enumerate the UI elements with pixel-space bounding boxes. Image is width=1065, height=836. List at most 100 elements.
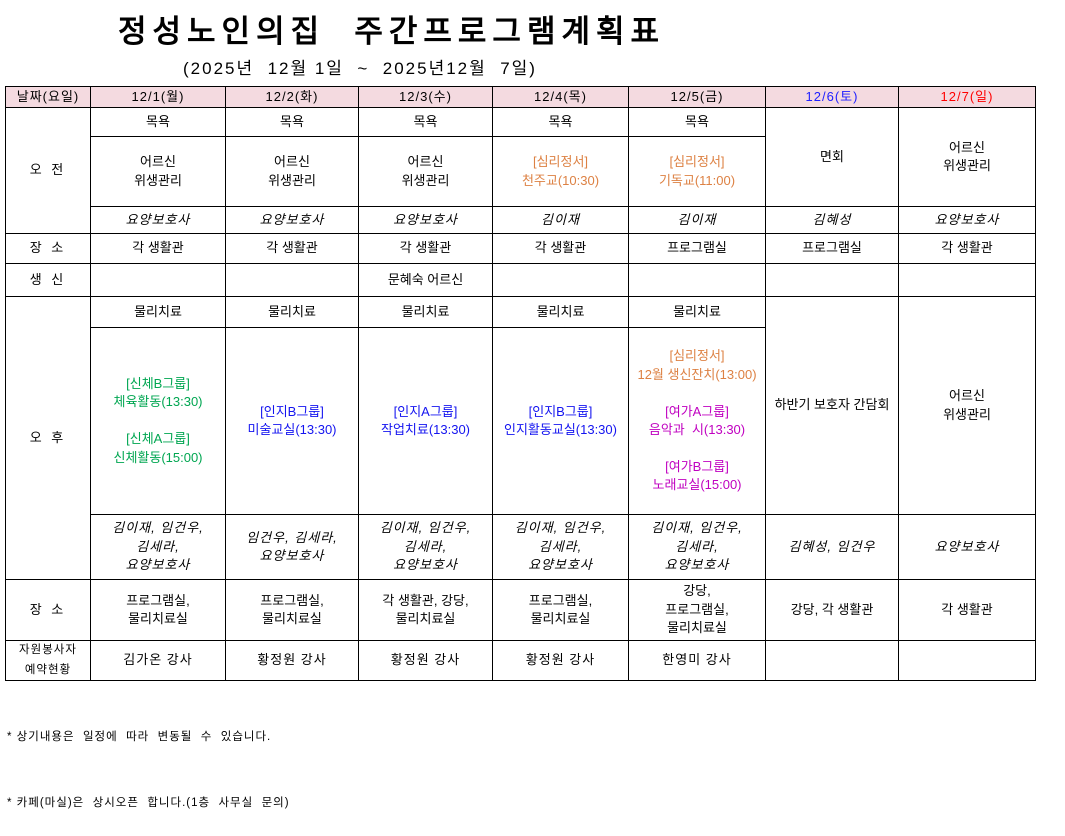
cell-text: 목욕: [413, 113, 438, 129]
cell-text: 각 생활관, 강당,: [382, 592, 469, 608]
schedule-cell: 요양보호사: [90, 206, 226, 234]
schedule-cell: 요양보호사: [898, 206, 1036, 234]
schedule-cell: 면회: [765, 107, 899, 207]
cell-text: 김혜성, 임건우: [788, 538, 876, 554]
cell-text: [심리정서]: [669, 154, 725, 170]
schedule-cell: 임건우, 김세라, 요양보호사: [225, 514, 359, 580]
schedule-cell: 각 생활관, 강당, 물리치료실: [358, 579, 493, 641]
cell-text: 기독교(11:00): [658, 172, 736, 188]
cell-text: 12/7(일): [940, 88, 994, 104]
cell-text: 요양보호사: [934, 538, 1000, 554]
weekly-schedule-table: 날짜(요일) 12/1(월) 12/2(화) 12/3(수) 12/4(목) 12/5(금…: [5, 86, 1036, 682]
cell-text: 요양보호사: [259, 548, 325, 563]
schedule-cell: 강당, 프로그램실, 물리치료실: [628, 579, 766, 641]
table-row: 날짜(요일) 12/1(월) 12/2(화) 12/3(수) 12/4(목) 12/5(금…: [5, 86, 1036, 108]
cell-text: 생 신: [29, 271, 67, 287]
table-row: 요양보호사 요양보호사 요양보호사 김이재 김이재 김혜성 요양보호사: [6, 206, 1036, 234]
schedule-cell: 요양보호사: [898, 514, 1036, 580]
schedule-cell: 각 생활관: [492, 233, 629, 264]
cell-text: 프로그램실: [802, 240, 862, 256]
cell-text: 목욕: [146, 113, 170, 129]
schedule-cell: 하반기 보호자 간담회: [765, 296, 899, 515]
table-row: 어르신 위생관리 어르신 위생관리 어르신 위생관리 [심리정서] 천주교(10:30) [심리…: [6, 136, 1036, 207]
cell-text: 물리치료실: [128, 611, 188, 626]
schedule-cell: 프로그램실: [628, 233, 766, 264]
cell-text: 물리치료실: [530, 611, 591, 626]
cell-text: 12/6(토): [805, 88, 859, 104]
cell-text: 12/2(화): [265, 88, 319, 104]
schedule-cell: [628, 263, 766, 297]
schedule-cell: 목욕: [358, 107, 493, 137]
schedule-cell: 어르신 위생관리: [898, 296, 1036, 515]
cell-text: 물리치료: [536, 303, 585, 319]
schedule-cell: [심리정서] 기독교(11:00): [628, 136, 766, 207]
cell-text: 어르신: [949, 388, 985, 404]
cell-text: 위생관리: [268, 172, 316, 188]
cell-text: 황정원 강사: [390, 652, 461, 668]
table-row: 김이재, 임건우, 김세라, 요양보호사 임건우, 김세라, 요양보호사 김이재, 임건우…: [6, 514, 1036, 580]
schedule-cell: 요양보호사: [225, 206, 359, 234]
cell-text: 김세라,: [675, 538, 719, 554]
cell-text: 요양보호사: [528, 557, 593, 573]
schedule-cell: 어르신 위생관리: [358, 136, 493, 207]
footnote-line: * 카페(마실)은 상시오픈 합니다.(1층 사무실 문의): [7, 797, 290, 809]
cell-text: 12/4(목): [534, 88, 587, 104]
schedule-cell: 김이재, 임건우, 김세라, 요양보호사: [90, 514, 226, 580]
schedule-cell: 각 생활관: [358, 233, 493, 264]
cell-text: 체육활동(13:30): [113, 394, 203, 410]
schedule-cell: 한영미 강사: [628, 639, 766, 682]
day-header: 12/4(목): [492, 86, 629, 108]
cell-text: 요양보호사: [664, 557, 730, 573]
cell-text: 요양보호사: [125, 211, 191, 227]
schedule-cell: 김이재, 임건우, 김세라, 요양보호사: [358, 514, 493, 580]
cell-text: 황정원 강사: [257, 652, 327, 668]
cell-text: 12/3(수): [399, 88, 452, 104]
cell-text: 장 소: [29, 601, 67, 617]
cell-text: 물리치료실: [262, 611, 322, 626]
schedule-cell: 물리치료: [492, 296, 629, 328]
cell-text: [인지A그룹]: [393, 403, 458, 419]
schedule-cell: 황정원 강사: [225, 639, 359, 682]
schedule-cell: [심리정서] 천주교(10:30): [492, 136, 629, 207]
schedule-cell: 김이재: [628, 206, 766, 234]
schedule-cell: 목욕: [628, 107, 766, 137]
day-header: 12/1(월): [90, 86, 226, 108]
schedule-cell: 김혜성, 임건우: [765, 514, 899, 580]
cell-text: [인지B그룹]: [260, 403, 324, 419]
table-row: 오 전 목욕 목욕 목욕 목욕 목욕 면회 어르신 위생관리: [5, 107, 1036, 234]
schedule-cell: [765, 263, 899, 297]
row-label-place: 장 소: [5, 233, 91, 264]
table-row: 오 후 물리치료 물리치료 물리치료 물리치료 물리치료 하반기 보호자 간담회 어르신 위생관…: [5, 296, 1036, 580]
schedule-cell: 목욕: [492, 107, 629, 137]
cell-text: 신체활동(15:00): [113, 449, 203, 465]
schedule-cell: 어르신 위생관리: [225, 136, 359, 207]
schedule-cell: 프로그램실, 물리치료실: [492, 579, 629, 641]
cell-text: 목욕: [548, 113, 573, 129]
schedule-cell: 각 생활관: [225, 233, 359, 264]
row-label-birthday: 생 신: [5, 263, 91, 297]
cell-text: 각 생활관: [941, 240, 993, 256]
schedule-cell: 물리치료: [358, 296, 493, 328]
cell-text: 12월 생신잔치(13:00): [637, 366, 757, 382]
cell-text: 음악과 시(13:30): [648, 422, 746, 437]
row-label-afternoon: 오 후: [5, 296, 91, 580]
cell-text: [인지B그룹]: [528, 403, 593, 419]
date-range-subtitle: (2025년 12월 1일 ~ 2025년12월 7일): [183, 59, 537, 78]
cell-text: 어르신: [407, 154, 444, 170]
cell-text: 작업치료(13:30): [380, 422, 471, 437]
cell-text: 각 생활관: [941, 601, 993, 617]
cell-text: 요양보호사: [259, 211, 325, 227]
cell-text: 각 생활관: [266, 240, 318, 256]
cell-text: 김이재: [541, 211, 580, 227]
cell-text: 프로그램실,: [665, 601, 729, 617]
table-row: 자원봉사자 예약현황 김가온 강사 황정원 강사 황정원 강사 황정원 강사 한영미 강사: [5, 639, 1036, 682]
cell-text: 요양보호사: [393, 557, 458, 573]
schedule-cell: [90, 263, 226, 297]
schedule-cell: 요양보호사: [358, 206, 493, 234]
schedule-cell: 황정원 강사: [492, 639, 629, 682]
day-header: 12/2(화): [225, 86, 359, 108]
schedule-cell: 김혜성: [765, 206, 899, 234]
schedule-cell: 프로그램실, 물리치료실: [90, 579, 226, 641]
cell-text: 물리치료실: [395, 611, 456, 626]
schedule-cell: [898, 263, 1036, 297]
